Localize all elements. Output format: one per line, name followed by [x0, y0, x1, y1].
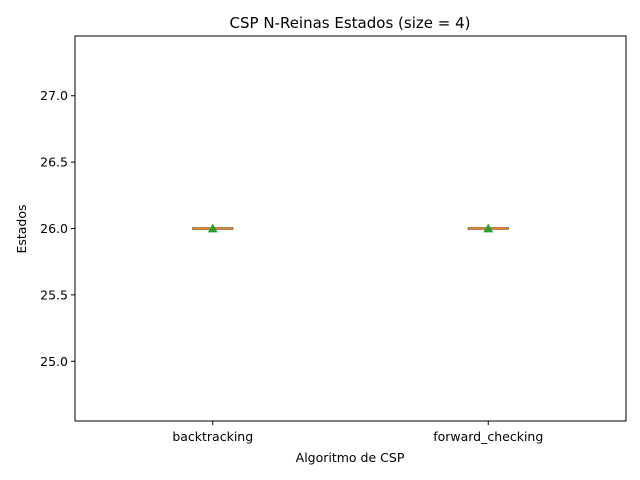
box-mean-marker — [483, 223, 494, 233]
y-tick-label: 27.0 — [40, 88, 68, 103]
box-mean-marker — [207, 223, 218, 233]
x-axis-ticks: backtracking forward_checking — [172, 421, 543, 444]
y-tick-label: 26.0 — [40, 221, 68, 236]
y-axis-label: Estados — [14, 204, 29, 253]
x-tick-label: backtracking — [172, 429, 253, 444]
x-axis-label: Algoritmo de CSP — [296, 450, 405, 465]
box-backtracking — [192, 223, 234, 233]
plot-area: 25.0 25.5 26.0 26.5 27.0 backtracking forward… — [40, 35, 627, 444]
y-axis-ticks: 25.0 25.5 26.0 26.5 27.0 — [40, 88, 75, 369]
chart-title: CSP N-Reinas Estados (size = 4) — [230, 14, 471, 32]
y-tick-label: 26.5 — [40, 155, 68, 170]
y-tick-label: 25.0 — [40, 354, 68, 369]
x-tick-label: forward_checking — [433, 429, 543, 444]
box-series — [192, 223, 509, 233]
y-tick-label: 25.5 — [40, 287, 68, 302]
box-forward_checking — [467, 223, 509, 233]
